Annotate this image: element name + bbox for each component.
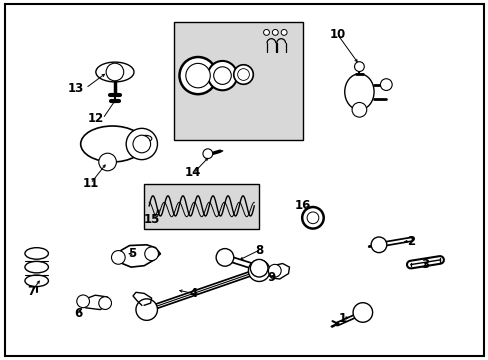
Text: 13: 13 [67, 82, 84, 95]
Text: 3: 3 [421, 258, 428, 271]
Circle shape [306, 212, 318, 224]
Circle shape [136, 299, 157, 320]
Text: 10: 10 [328, 28, 345, 41]
Circle shape [126, 129, 157, 159]
Ellipse shape [25, 275, 48, 287]
Text: 6: 6 [74, 307, 82, 320]
Text: 11: 11 [82, 177, 99, 190]
Ellipse shape [344, 74, 373, 110]
Circle shape [354, 62, 364, 72]
Circle shape [380, 79, 391, 90]
Circle shape [281, 30, 286, 35]
Text: 9: 9 [267, 271, 275, 284]
Circle shape [144, 247, 158, 261]
Circle shape [207, 61, 237, 90]
Ellipse shape [140, 135, 152, 142]
Polygon shape [115, 245, 160, 267]
Text: 7: 7 [28, 285, 36, 298]
Text: 1: 1 [338, 312, 346, 325]
Polygon shape [81, 295, 110, 310]
Circle shape [351, 103, 366, 117]
Circle shape [352, 303, 372, 322]
Circle shape [185, 63, 210, 88]
Bar [144, 184, 259, 229]
Circle shape [216, 249, 233, 266]
Text: 15: 15 [143, 213, 160, 226]
Circle shape [233, 65, 253, 84]
Text: 14: 14 [184, 166, 201, 179]
Circle shape [237, 69, 249, 80]
Text: 2: 2 [406, 235, 414, 248]
Polygon shape [267, 264, 289, 279]
Circle shape [203, 149, 212, 159]
Ellipse shape [25, 261, 48, 273]
Circle shape [272, 30, 278, 35]
Text: 12: 12 [87, 112, 103, 125]
Circle shape [250, 260, 267, 277]
Circle shape [111, 251, 125, 264]
Ellipse shape [81, 126, 144, 162]
Circle shape [268, 264, 281, 277]
Circle shape [248, 260, 269, 282]
Circle shape [302, 207, 323, 229]
Circle shape [179, 57, 216, 94]
Ellipse shape [25, 248, 48, 259]
Circle shape [106, 63, 123, 81]
Circle shape [77, 295, 89, 308]
Text: 4: 4 [189, 287, 197, 300]
Ellipse shape [96, 62, 134, 82]
Polygon shape [133, 292, 151, 305]
Circle shape [133, 135, 150, 153]
Bar [173, 22, 303, 140]
Circle shape [99, 153, 116, 171]
Text: 5: 5 [128, 247, 136, 260]
Circle shape [370, 237, 386, 253]
Text: 16: 16 [294, 199, 311, 212]
Text: 8: 8 [255, 244, 263, 257]
Circle shape [263, 30, 269, 35]
Circle shape [213, 67, 231, 84]
Circle shape [99, 297, 111, 310]
